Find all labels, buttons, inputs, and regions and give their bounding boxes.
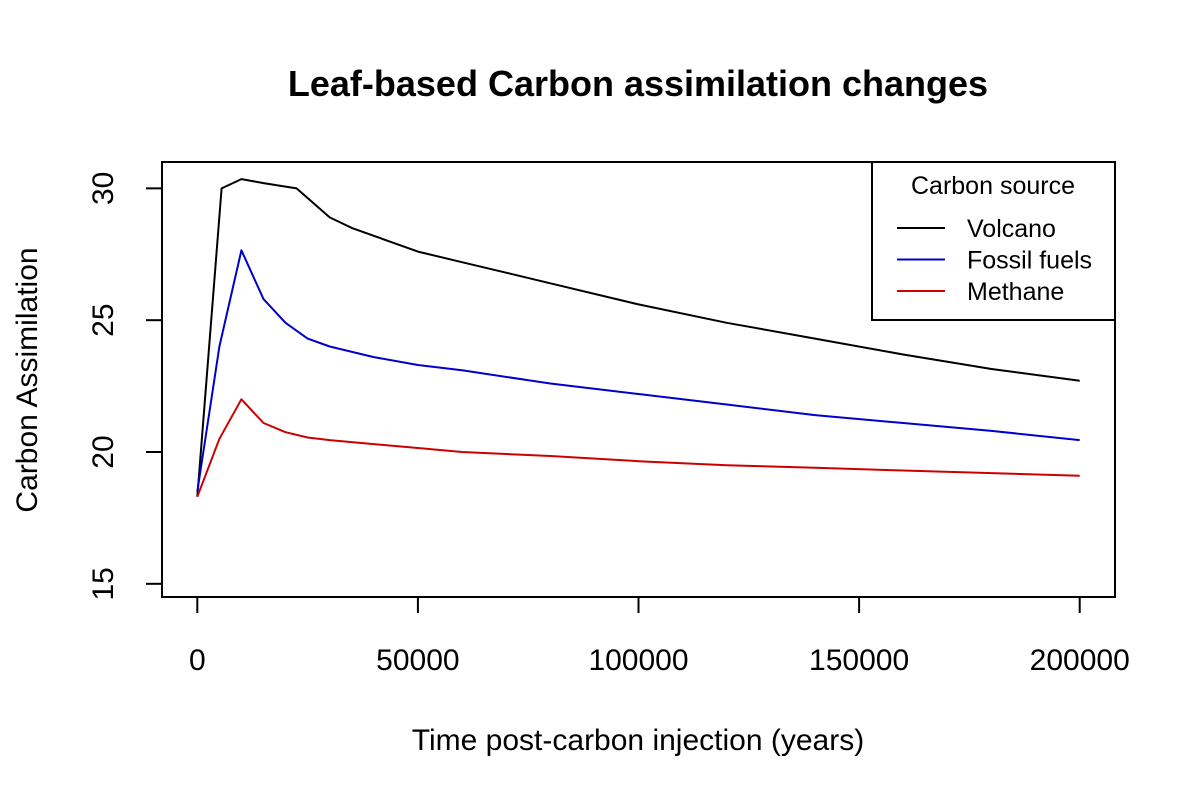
legend-title: Carbon source [911,172,1075,200]
series-line-methane [196,398,1080,498]
x-tick-label: 0 [189,644,206,677]
x-axis-label: Time post-carbon injection (years) [412,724,864,757]
legend-entries: Volcano Fossil fuels Methane [897,215,1092,306]
legend-box [871,161,1116,321]
legend: Carbon source Volcano Fossil fuels Methane [871,161,1116,321]
y-tick-label: 25 [87,303,120,336]
chart-title: Leaf-based Carbon assimilation changes [288,63,988,104]
series-layer [196,178,1080,498]
x-axis: 0 50000 100000 150000 200000 [189,596,1130,677]
y-axis-label: Carbon Assimilation [11,247,44,512]
x-tick-label: 100000 [588,644,688,677]
x-tick-label: 200000 [1030,644,1130,677]
x-tick-label: 50000 [376,644,459,677]
y-axis: 15 20 25 30 [87,172,163,601]
legend-label-fossil-fuels: Fossil fuels [967,247,1092,275]
legend-label-methane: Methane [967,278,1064,306]
legend-label-volcano: Volcano [967,215,1056,243]
x-tick-label: 150000 [809,644,909,677]
y-tick-label: 15 [87,567,120,600]
series-line-volcano [196,178,1080,497]
y-tick-label: 20 [87,435,120,468]
y-tick-label: 30 [87,172,120,205]
series-line-fossil-fuels [196,249,1080,492]
